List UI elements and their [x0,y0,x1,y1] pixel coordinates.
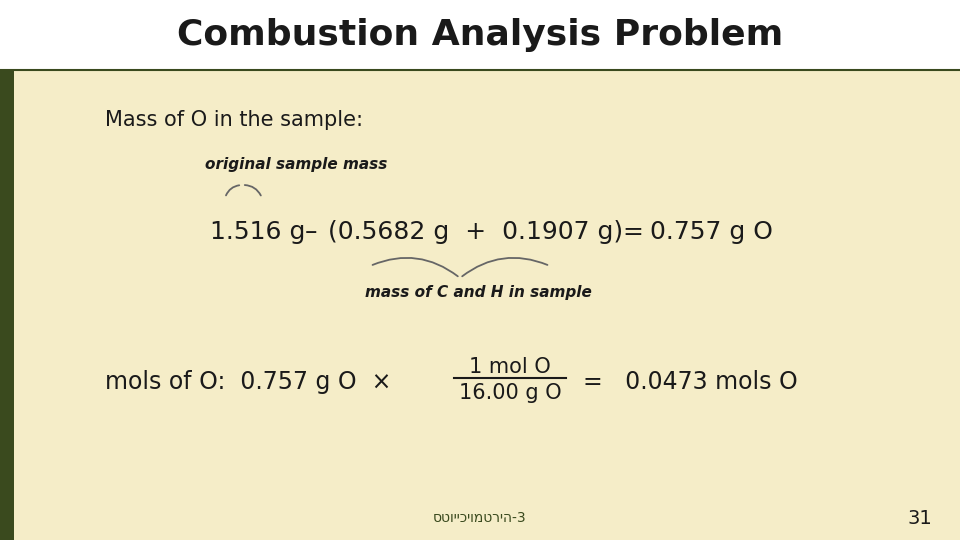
Text: =: = [622,220,643,244]
Text: 0.757 g O: 0.757 g O [650,220,773,244]
Bar [0,0,960,70]
Text: (0.5682 g  +  0.1907 g): (0.5682 g + 0.1907 g) [328,220,623,244]
Text: mols of O:  0.757 g O  ×: mols of O: 0.757 g O × [105,370,392,394]
Text: original sample mass: original sample mass [205,158,388,172]
Text: mass of C and H in sample: mass of C and H in sample [365,285,592,300]
Bar [0,70,14,540]
Text: 31: 31 [907,509,932,528]
Text: 1 mol O: 1 mol O [469,357,551,377]
Text: Mass of O in the sample:: Mass of O in the sample: [105,110,363,130]
Text: סטוייכיומטריה-3: סטוייכיומטריה-3 [433,511,527,525]
Text: –: – [305,220,318,244]
Text: 16.00 g O: 16.00 g O [459,383,562,403]
Text: Combustion Analysis Problem: Combustion Analysis Problem [177,18,783,52]
Text: 1.516 g: 1.516 g [210,220,305,244]
Text: =   0.0473 mols O: = 0.0473 mols O [583,370,798,394]
